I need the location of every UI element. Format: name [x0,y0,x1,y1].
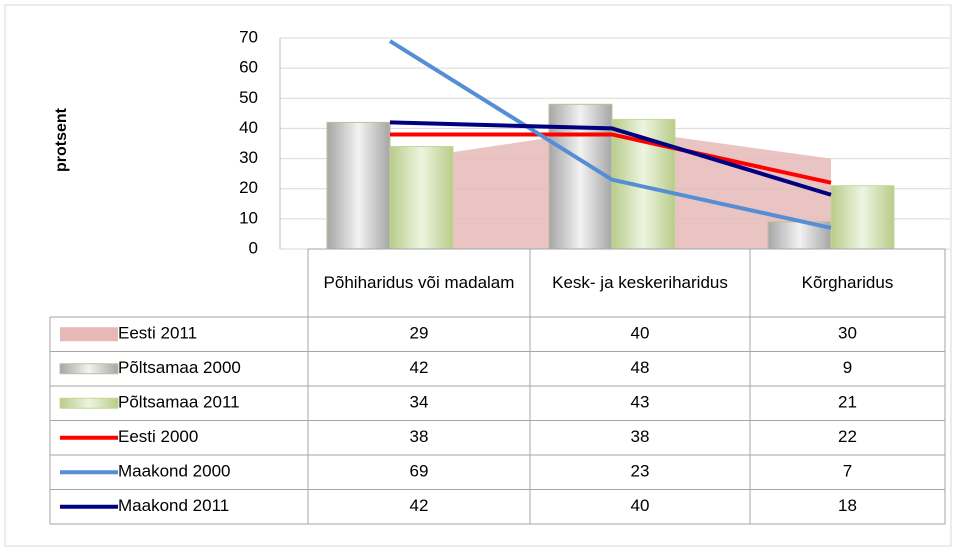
table-value: 21 [838,393,857,412]
table-value: 23 [631,462,650,481]
category-cell: Põhiharidus või madalam [323,273,515,292]
legend-key [59,397,119,409]
table-value: 42 [410,496,429,515]
x-tick-label: Põhiharidus või madalam [323,273,515,292]
y-tick-label: 50 [239,88,258,107]
table-value: 38 [410,427,429,446]
y-tick-label: 60 [239,58,258,77]
bar [830,185,895,250]
legend-label: Maakond 2000 [118,462,230,481]
line [389,120,832,197]
table-value: 42 [410,358,429,377]
y-tick-label: 0 [249,238,258,257]
legend-label: Põltsamaa 2011 [118,393,240,412]
table-value: 38 [631,427,650,446]
y-tick-label: 10 [239,208,258,227]
bar [389,146,454,250]
bar [326,121,391,250]
y-tick-label: 40 [239,118,258,137]
table-value: 30 [838,324,857,343]
table-value: 69 [410,462,429,481]
category-cell: Kesk- ja keskeriharidus [552,273,728,292]
table-value: 48 [631,358,650,377]
line [388,39,832,230]
table-value: 34 [410,393,429,412]
table-value: 22 [838,427,857,446]
y-tick-label: 20 [239,178,258,197]
table-value: 29 [410,324,429,343]
legend-label: Maakond 2011 [118,496,229,515]
legend-label: Põltsamaa 2000 [118,358,241,377]
x-tick-label: Kesk- ja keskeriharidus [552,273,728,292]
y-tick-label: 30 [239,148,258,167]
legend-key [59,363,119,375]
table-value: 18 [838,496,857,515]
table-value: 40 [631,324,650,343]
legend-label: Eesti 2000 [118,427,198,446]
table-value: 9 [843,358,852,377]
table-value: 43 [631,393,650,412]
chart-frame [4,4,952,547]
legend-label: Eesti 2011 [118,324,197,343]
y-axis-label: protsent [53,107,70,172]
line [390,132,832,185]
category-cell: Kõrgharidus [801,273,894,292]
x-tick-label: Kõrgharidus [801,273,894,292]
legend-key [60,327,118,342]
table-value: 40 [631,496,650,515]
y-tick-label: 70 [239,27,258,46]
table-value: 7 [843,462,852,481]
